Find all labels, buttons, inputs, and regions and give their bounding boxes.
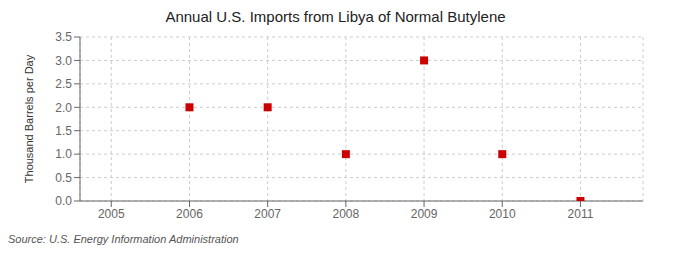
svg-text:2.5: 2.5	[55, 77, 72, 91]
svg-text:1.0: 1.0	[55, 147, 72, 161]
svg-text:0.5: 0.5	[55, 171, 72, 185]
html-text:Source: U.S. Energy Informatio: Source: U.S. Energy Information Administ…	[8, 233, 239, 245]
svg-text:2007: 2007	[254, 207, 281, 221]
svg-text:3.0: 3.0	[55, 54, 72, 68]
svg-text:2009: 2009	[411, 207, 438, 221]
svg-text:3.5: 3.5	[55, 30, 72, 44]
svg-text:2011: 2011	[568, 207, 594, 221]
svg-text:2006: 2006	[176, 207, 203, 221]
svg-text:2005: 2005	[98, 207, 125, 221]
svg-text:0.0: 0.0	[55, 194, 72, 208]
html-text:Annual U.S. Imports from Libya: Annual U.S. Imports from Libya of Normal…	[165, 8, 506, 25]
svg-text:Thousand Barrels per Day: Thousand Barrels per Day	[23, 54, 35, 183]
svg-text:2008: 2008	[333, 207, 360, 221]
svg-text:1.5: 1.5	[55, 124, 72, 138]
svg-text:2010: 2010	[489, 207, 516, 221]
svg-text:2.0: 2.0	[55, 101, 72, 115]
